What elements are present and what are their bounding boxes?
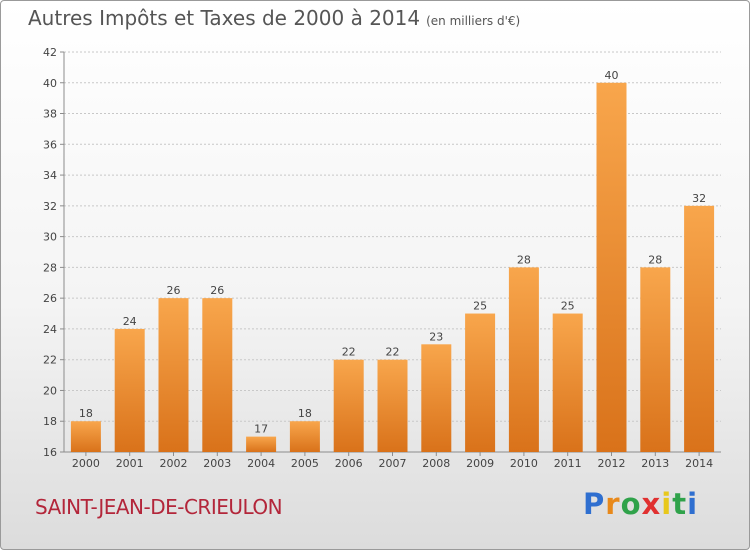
x-tick-label: 2001: [116, 457, 144, 470]
y-tick-label: 32: [43, 200, 57, 213]
y-tick-label: 20: [43, 384, 57, 397]
data-label: 22: [342, 346, 356, 359]
bar: [596, 82, 627, 453]
bars: [70, 82, 715, 453]
bar: [289, 421, 320, 452]
y-tick-label: 36: [43, 138, 57, 151]
bar: [508, 267, 539, 452]
x-tick-label: 2004: [247, 457, 275, 470]
x-tick-label: 2003: [203, 457, 231, 470]
y-tick-label: 18: [43, 415, 57, 428]
x-tick-label: 2014: [685, 457, 713, 470]
data-label: 24: [123, 315, 137, 328]
data-label: 40: [605, 69, 619, 82]
data-label: 25: [473, 300, 487, 313]
y-tick-label: 16: [43, 446, 57, 459]
data-label: 28: [648, 253, 662, 266]
x-tick-label: 2002: [160, 457, 188, 470]
bar: [158, 298, 189, 452]
x-tick-label: 2000: [72, 457, 100, 470]
y-tick-label: 22: [43, 354, 57, 367]
y-tick-label: 24: [43, 323, 57, 336]
logo-letter: r: [605, 487, 621, 521]
bar: [552, 313, 583, 452]
logo-letter: P: [583, 487, 606, 521]
chart-unit: (en milliers d'€): [426, 14, 521, 28]
data-label: 26: [167, 284, 181, 297]
bar: [70, 421, 101, 452]
y-tick-label: 26: [43, 292, 57, 305]
x-tick-label: 2006: [335, 457, 363, 470]
data-label: 26: [210, 284, 224, 297]
bar: [421, 344, 452, 452]
bar: [377, 359, 408, 452]
data-label: 18: [298, 407, 312, 420]
x-tick-label: 2007: [379, 457, 407, 470]
data-label: 23: [429, 330, 443, 343]
logo-letter: x: [641, 487, 662, 521]
y-tick-label: 40: [43, 77, 57, 90]
y-tick-label: 38: [43, 108, 57, 121]
bar: [202, 298, 233, 452]
x-tick-label: 2009: [466, 457, 494, 470]
y-tick-label: 30: [43, 231, 57, 244]
y-tick-label: 42: [43, 46, 57, 59]
logo-letter: o: [620, 487, 642, 521]
logo-letter: i: [687, 487, 699, 521]
chart-title-text: Autres Impôts et Taxes de 2000 à 2014: [28, 6, 421, 30]
bar: [246, 436, 277, 452]
data-label: 18: [79, 407, 93, 420]
x-tick-label: 2008: [422, 457, 450, 470]
bar: [684, 205, 715, 452]
chart-title: Autres Impôts et Taxes de 2000 à 2014 (en…: [28, 6, 520, 30]
bar: [640, 267, 671, 452]
labels: 16 18 20 22 24 26 28 30 32 34 36 38 40 42 18 2000 24 2001…: [43, 46, 713, 470]
data-label: 25: [561, 300, 575, 313]
bar: [465, 313, 496, 452]
data-label: 32: [692, 192, 706, 205]
logo-letter: i: [661, 487, 673, 521]
y-tick-label: 34: [43, 169, 57, 182]
data-label: 22: [386, 346, 400, 359]
y-tick-label: 28: [43, 261, 57, 274]
x-tick-label: 2010: [510, 457, 538, 470]
commune-name: SAINT-JEAN-DE-CRIEULON: [35, 495, 283, 519]
x-tick-label: 2011: [554, 457, 582, 470]
x-tick-label: 2012: [598, 457, 626, 470]
bar: [333, 359, 364, 452]
data-label: 17: [254, 423, 268, 436]
x-tick-label: 2013: [641, 457, 669, 470]
bar: [114, 328, 145, 452]
proxiti-logo: Proxiti: [583, 487, 698, 521]
x-tick-label: 2005: [291, 457, 319, 470]
data-label: 28: [517, 253, 531, 266]
logo-letter: t: [672, 487, 688, 521]
